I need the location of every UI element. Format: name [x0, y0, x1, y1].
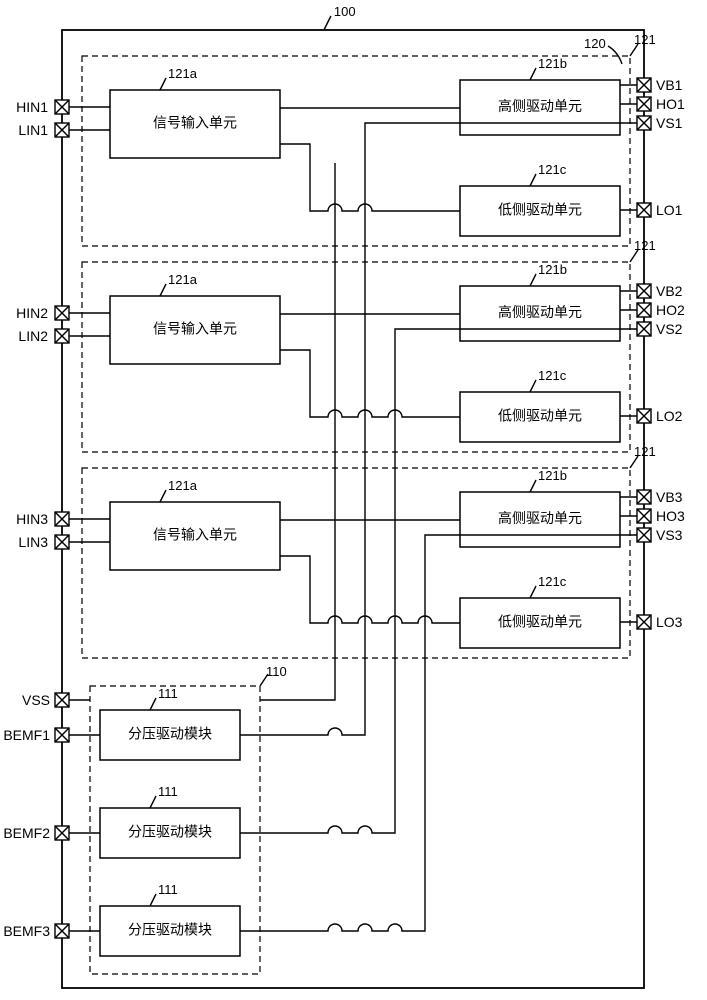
- sig-to-low: [280, 144, 460, 211]
- lab-VS1: VS1: [656, 115, 683, 131]
- ref-121c: 121c: [538, 574, 567, 589]
- pin-HO3: [637, 509, 651, 523]
- lab-VSS: VSS: [22, 692, 50, 708]
- channel-2: 121 信号输入单元 121a 高侧驱动单元 121b 低侧驱动单元 121c HIN2 LIN…: [16, 238, 685, 452]
- ref-110: 110: [266, 664, 287, 679]
- high-side-label: 高侧驱动单元: [498, 510, 582, 526]
- signal-input-label: 信号输入单元: [153, 321, 237, 337]
- pin-HIN3: [55, 512, 69, 526]
- ref-121a: 121a: [168, 272, 198, 287]
- divider-label-1: 分压驱动模块: [128, 726, 212, 742]
- sig-to-low: [280, 350, 460, 417]
- pin-LIN1: [55, 123, 69, 137]
- lab-HIN2: HIN2: [16, 305, 48, 321]
- signal-input-label: 信号输入单元: [153, 527, 237, 543]
- pin-VS3: [637, 528, 651, 542]
- pin-VB2: [637, 284, 651, 298]
- ref-121b: 121b: [538, 262, 567, 277]
- lab-LO3: LO3: [656, 614, 683, 630]
- divider-group: 110 分压驱动模块 111 分压驱动模块 111 分压驱动模块 111: [69, 664, 287, 974]
- ref-111-3: 111: [158, 882, 178, 897]
- ref-111-1: 111: [158, 686, 178, 701]
- low-side-label: 低侧驱动单元: [498, 408, 582, 424]
- ref-leader-100: [324, 16, 331, 30]
- lab-BEMF1: BEMF1: [3, 727, 50, 743]
- pin-BEMF3: [55, 924, 69, 938]
- pin-HIN1: [55, 100, 69, 114]
- divider-label-2: 分压驱动模块: [128, 824, 212, 840]
- lab-VS3: VS3: [656, 527, 683, 543]
- lab-VB3: VB3: [656, 489, 683, 505]
- pin-HIN2: [55, 306, 69, 320]
- ref-121a: 121a: [168, 66, 198, 81]
- ref-120: 120: [584, 36, 606, 51]
- pin-BEMF2: [55, 826, 69, 840]
- lab-VB1: VB1: [656, 77, 683, 93]
- ref-111-2: 111: [158, 784, 178, 799]
- ref-120-arrow: [608, 46, 622, 64]
- pin-VB1: [637, 78, 651, 92]
- ref-121: 121: [634, 444, 656, 459]
- high-side-label: 高侧驱动单元: [498, 304, 582, 320]
- lab-HIN1: HIN1: [16, 99, 48, 115]
- channel-3: 121 信号输入单元 121a 高侧驱动单元 121b 低侧驱动单元 121c HIN3 LIN…: [16, 444, 685, 658]
- high-side-label: 高侧驱动单元: [498, 98, 582, 114]
- lab-HO3: HO3: [656, 508, 685, 524]
- pin-VB3: [637, 490, 651, 504]
- pin-LIN2: [55, 329, 69, 343]
- divider-label-3: 分压驱动模块: [128, 922, 212, 938]
- lab-HO2: HO2: [656, 302, 685, 318]
- lab-VS2: VS2: [656, 321, 683, 337]
- pin-LO1: [637, 203, 651, 217]
- sig-to-low: [280, 556, 460, 623]
- lab-BEMF3: BEMF3: [3, 923, 50, 939]
- pin-LO3: [637, 615, 651, 629]
- lab-HO1: HO1: [656, 96, 685, 112]
- ref-121: 121: [634, 32, 656, 47]
- channel-1: 121 信号输入单元 121a 高侧驱动单元 121b 低侧驱动单元 121c HIN1 LIN…: [16, 32, 685, 246]
- pin-LIN3: [55, 535, 69, 549]
- pin-HO1: [637, 97, 651, 111]
- pin-VS2: [637, 322, 651, 336]
- ref-121a: 121a: [168, 478, 198, 493]
- ref-121b: 121b: [538, 56, 567, 71]
- ref-121c: 121c: [538, 368, 567, 383]
- pin-BEMF1: [55, 728, 69, 742]
- lab-LIN2: LIN2: [18, 328, 48, 344]
- ref-121b: 121b: [538, 468, 567, 483]
- driver-ic-block-diagram: 100 120 121 信号输入单元 121a 高侧驱动单元 121b 低侧驱动单元 121c H…: [0, 0, 707, 1000]
- pin-VSS: [55, 693, 69, 707]
- lab-LIN1: LIN1: [18, 122, 48, 138]
- signal-input-label: 信号输入单元: [153, 115, 237, 131]
- lab-VB2: VB2: [656, 283, 683, 299]
- lab-BEMF2: BEMF2: [3, 825, 50, 841]
- lab-LO1: LO1: [656, 202, 683, 218]
- pin-HO2: [637, 303, 651, 317]
- low-side-label: 低侧驱动单元: [498, 202, 582, 218]
- lab-LO2: LO2: [656, 408, 683, 424]
- bus-vss-vertical: [260, 163, 335, 700]
- ref-100: 100: [334, 4, 356, 19]
- pin-LO2: [637, 409, 651, 423]
- lab-LIN3: LIN3: [18, 534, 48, 550]
- ref-121c: 121c: [538, 162, 567, 177]
- bus-bemf3: [240, 535, 620, 931]
- low-side-label: 低侧驱动单元: [498, 614, 582, 630]
- lab-HIN3: HIN3: [16, 511, 48, 527]
- ref-121: 121: [634, 238, 656, 253]
- pin-VS1: [637, 116, 651, 130]
